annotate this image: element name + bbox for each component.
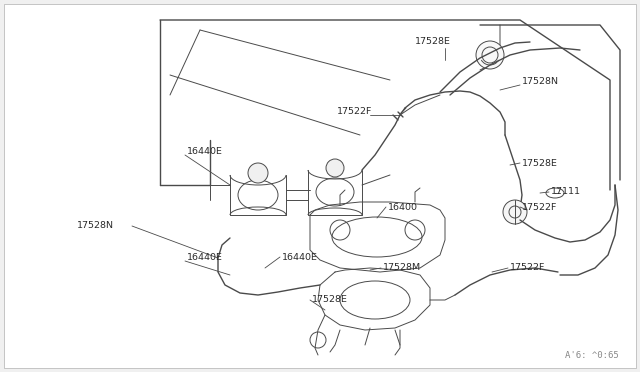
Circle shape: [326, 159, 344, 177]
Text: 16440E: 16440E: [187, 253, 223, 263]
Circle shape: [503, 200, 527, 224]
Text: 17522F: 17522F: [337, 108, 372, 116]
Text: 17528E: 17528E: [415, 38, 451, 46]
Circle shape: [476, 41, 504, 69]
Text: 17522F: 17522F: [522, 202, 557, 212]
Text: 17528E: 17528E: [312, 295, 348, 305]
Circle shape: [248, 163, 268, 183]
Text: 16440E: 16440E: [187, 148, 223, 157]
Text: 17528N: 17528N: [522, 77, 559, 87]
Text: 17528N: 17528N: [77, 221, 114, 231]
Text: 17528E: 17528E: [522, 158, 558, 167]
Text: 16400: 16400: [388, 202, 418, 212]
Text: 17522F: 17522F: [510, 263, 545, 273]
Text: 17528M: 17528M: [383, 263, 421, 273]
Text: A'6: ^0:65: A'6: ^0:65: [565, 352, 619, 360]
Text: 16440E: 16440E: [282, 253, 318, 262]
Text: 17111: 17111: [551, 187, 581, 196]
